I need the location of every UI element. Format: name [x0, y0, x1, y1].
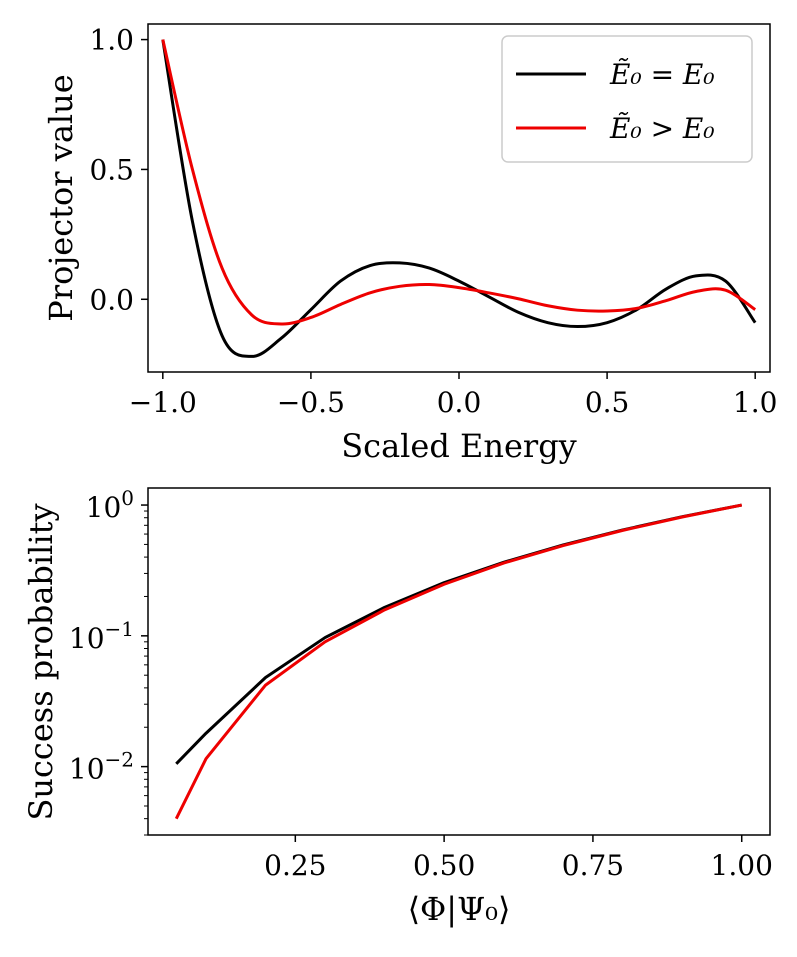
bottom-series-lines — [174, 503, 743, 820]
top-x-tick-label: 1.0 — [733, 386, 778, 419]
top-x-tick-label: −0.5 — [277, 386, 345, 419]
bottom-x-tick-label: 1.00 — [711, 849, 773, 882]
bottom-y-axis-label: Success probability — [22, 503, 60, 820]
bottom-x-tick-label: 0.50 — [413, 849, 475, 882]
bottom-y-tick-label: 10−2 — [69, 748, 134, 786]
top-x-axis-label: Scaled Energy — [341, 427, 577, 465]
top-x-tick-label: −1.0 — [129, 386, 197, 419]
top-series-line-0 — [161, 39, 757, 358]
top-x-ticks: −1.0 −0.5 0.0 0.5 1.0 — [129, 372, 778, 419]
top-y-ticks: 0.0 0.5 1.0 — [89, 24, 148, 316]
bottom-y-tick-label: 100 — [86, 486, 134, 524]
success-probability-chart: 0.25 0.50 0.75 1.00 10−2 10−1 100 ⟨Φ|Ψ₀⟩ Succ… — [22, 486, 773, 928]
top-y-tick-label: 1.0 — [89, 24, 134, 57]
plot-area-bottom — [148, 488, 770, 835]
legend: Ẽ₀ = E₀ Ẽ₀ > E₀ — [501, 35, 753, 163]
top-x-tick-label: 0.0 — [437, 386, 482, 419]
bottom-y-ticks: 10−2 10−1 100 — [69, 486, 148, 836]
bottom-series-line-1 — [174, 503, 743, 820]
top-y-tick-label: 0.0 — [89, 283, 134, 316]
top-series-lines — [161, 39, 757, 358]
top-y-axis-label: Projector value — [42, 74, 80, 321]
bottom-x-tick-label: 0.75 — [562, 849, 624, 882]
legend-label-equal: Ẽ₀ = E₀ — [609, 58, 715, 91]
bottom-x-tick-label: 0.25 — [264, 849, 326, 882]
bottom-x-ticks: 0.25 0.50 0.75 1.00 — [264, 835, 773, 882]
legend-box — [501, 35, 753, 163]
plot-frame-bottom — [147, 487, 771, 836]
top-y-tick-label: 0.5 — [89, 153, 134, 186]
projector-value-chart: −1.0 −0.5 0.0 0.5 1.0 0.0 0.5 1.0 Scaled Energ… — [42, 23, 778, 465]
bottom-x-axis-label: ⟨Φ|Ψ₀⟩ — [408, 890, 511, 928]
top-x-tick-label: 0.5 — [585, 386, 630, 419]
bottom-y-tick-label: 10−1 — [69, 617, 134, 655]
legend-label-greater: Ẽ₀ > E₀ — [609, 112, 715, 145]
top-series-line-1 — [161, 39, 757, 326]
